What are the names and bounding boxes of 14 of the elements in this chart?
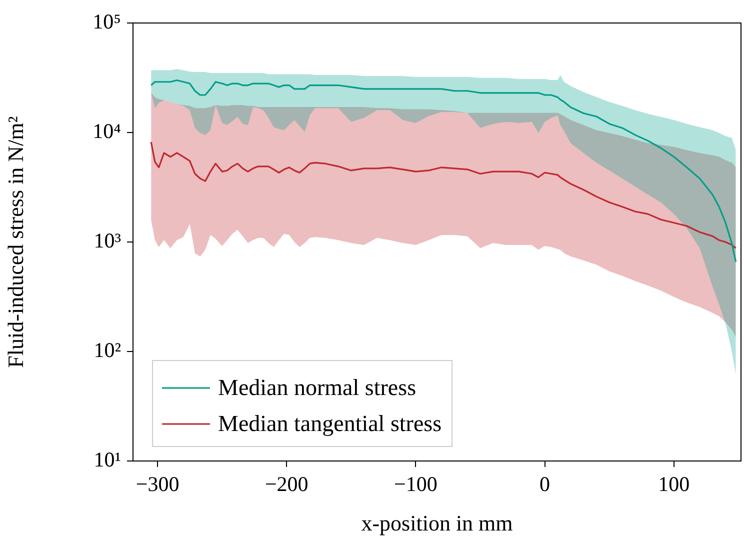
x-tick-label: −200: [264, 472, 308, 496]
y-tick-label: 10⁴: [92, 119, 121, 144]
y-tick-label: 10⁵: [92, 10, 121, 34]
x-tick-label: 100: [658, 472, 690, 496]
x-tick-label: −300: [136, 472, 180, 496]
legend-label: Median normal stress: [218, 375, 416, 400]
x-tick-label: −100: [394, 472, 438, 496]
x-axis-title: x-position in mm: [361, 510, 513, 536]
y-tick-label: 10³: [94, 228, 121, 253]
x-tick-label: 0: [540, 472, 550, 496]
y-axis-title: Fluid-induced stress in N/m²: [2, 116, 28, 368]
legend-label: Median tangential stress: [218, 411, 442, 436]
y-tick-label: 10²: [94, 338, 121, 362]
y-tick-label: 10¹: [94, 448, 121, 472]
